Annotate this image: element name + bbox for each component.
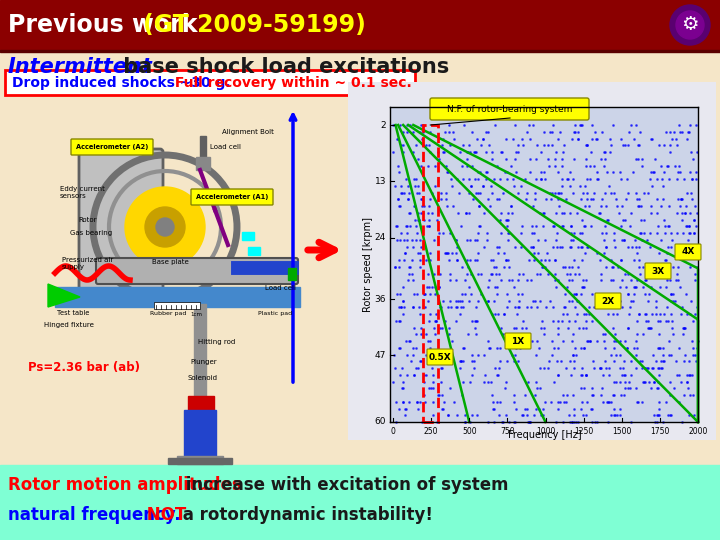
FancyBboxPatch shape	[79, 149, 163, 305]
Text: ⚙: ⚙	[681, 16, 698, 35]
Text: 1000: 1000	[536, 427, 555, 436]
Text: a rotordynamic instability!: a rotordynamic instability!	[177, 506, 433, 524]
Circle shape	[145, 207, 185, 247]
Text: Intermittent: Intermittent	[8, 57, 153, 77]
Bar	[154, 302, 200, 309]
Text: 1500: 1500	[612, 427, 631, 436]
Text: Previous work: Previous work	[8, 13, 206, 37]
FancyBboxPatch shape	[430, 98, 589, 120]
Text: Accelerometer (A2): Accelerometer (A2)	[76, 144, 148, 150]
Polygon shape	[48, 284, 80, 307]
Bar	[423, 125, 438, 422]
Text: Eddy current
sensors: Eddy current sensors	[60, 186, 105, 199]
Bar	[194, 304, 206, 397]
Text: NOT: NOT	[141, 506, 186, 524]
Text: Plastic pad: Plastic pad	[258, 310, 292, 315]
Bar	[390, 107, 698, 422]
Bar	[0, 50, 720, 52]
Bar	[168, 458, 232, 464]
Bar	[55, 287, 300, 307]
Text: (GT 2009-59199): (GT 2009-59199)	[143, 13, 366, 37]
Text: 47: 47	[374, 351, 386, 360]
Bar	[288, 268, 296, 280]
FancyBboxPatch shape	[675, 244, 701, 260]
Bar	[248, 247, 260, 255]
Text: 0.5X: 0.5X	[428, 353, 451, 361]
Text: Gas bearing: Gas bearing	[70, 230, 112, 236]
Bar	[348, 82, 716, 440]
FancyBboxPatch shape	[96, 258, 298, 284]
Text: 1X: 1X	[511, 336, 525, 346]
FancyBboxPatch shape	[191, 189, 273, 205]
Text: 2000: 2000	[688, 427, 708, 436]
Text: Load cell: Load cell	[265, 285, 296, 291]
Text: 13: 13	[374, 177, 386, 186]
Circle shape	[156, 218, 174, 236]
Bar	[0, 95, 720, 465]
Bar	[0, 465, 720, 540]
Text: Rotor: Rotor	[78, 217, 96, 223]
FancyBboxPatch shape	[595, 293, 621, 309]
Text: 1750: 1750	[650, 427, 670, 436]
Text: Hitting rod: Hitting rod	[198, 339, 235, 345]
Text: natural frequency.: natural frequency.	[8, 506, 181, 524]
Text: Accelerometer (A1): Accelerometer (A1)	[196, 194, 268, 200]
Text: Plunger: Plunger	[190, 359, 217, 365]
Text: Ps=2.36 bar (ab): Ps=2.36 bar (ab)	[28, 361, 140, 375]
Text: Frequency [Hz]: Frequency [Hz]	[508, 430, 582, 440]
Text: Rotor motion amplitudes: Rotor motion amplitudes	[8, 476, 242, 494]
Text: 3X: 3X	[652, 267, 665, 275]
Text: 36: 36	[374, 295, 386, 303]
FancyBboxPatch shape	[505, 333, 531, 349]
Bar	[184, 410, 216, 458]
Bar	[177, 456, 223, 464]
Text: Rotor speed [krpm]: Rotor speed [krpm]	[363, 218, 373, 313]
Text: 500: 500	[462, 427, 477, 436]
Text: 60: 60	[374, 417, 386, 427]
Text: 2: 2	[380, 120, 386, 130]
Bar	[200, 136, 206, 158]
Text: 0: 0	[390, 427, 395, 436]
Bar	[0, 0, 720, 50]
Text: increase with excitation of system: increase with excitation of system	[180, 476, 508, 494]
Text: Solenoid: Solenoid	[187, 375, 217, 381]
FancyBboxPatch shape	[71, 139, 153, 155]
Circle shape	[670, 5, 710, 45]
Text: Alignment Bolt: Alignment Bolt	[222, 129, 274, 135]
Circle shape	[125, 187, 205, 267]
FancyBboxPatch shape	[427, 349, 453, 365]
Text: Load cell: Load cell	[210, 144, 241, 150]
Bar	[188, 396, 214, 414]
Text: Test table: Test table	[57, 310, 89, 316]
Text: 1cm: 1cm	[190, 313, 202, 318]
Text: Pressurized air
supply: Pressurized air supply	[62, 258, 113, 271]
Text: Full recovery within ~ 0.1 sec.: Full recovery within ~ 0.1 sec.	[170, 76, 412, 90]
Text: N.F. of rotor-bearing system: N.F. of rotor-bearing system	[447, 105, 572, 113]
FancyBboxPatch shape	[645, 263, 671, 279]
Text: Base plate: Base plate	[152, 259, 189, 265]
Text: Drop induced shocks ~30 g.: Drop induced shocks ~30 g.	[12, 76, 230, 90]
Circle shape	[676, 11, 704, 39]
Text: 4X: 4X	[681, 247, 695, 256]
Text: 750: 750	[500, 427, 515, 436]
Bar	[5, 70, 415, 95]
Bar	[242, 232, 254, 240]
Text: base shock load excitations: base shock load excitations	[116, 57, 449, 77]
Text: 2X: 2X	[601, 296, 615, 306]
Text: 24: 24	[374, 233, 386, 242]
Text: 1250: 1250	[574, 427, 593, 436]
Bar	[196, 157, 210, 170]
Text: Hinged fixture: Hinged fixture	[44, 322, 94, 328]
Text: 250: 250	[424, 427, 438, 436]
Text: Rubber pad: Rubber pad	[150, 310, 186, 315]
